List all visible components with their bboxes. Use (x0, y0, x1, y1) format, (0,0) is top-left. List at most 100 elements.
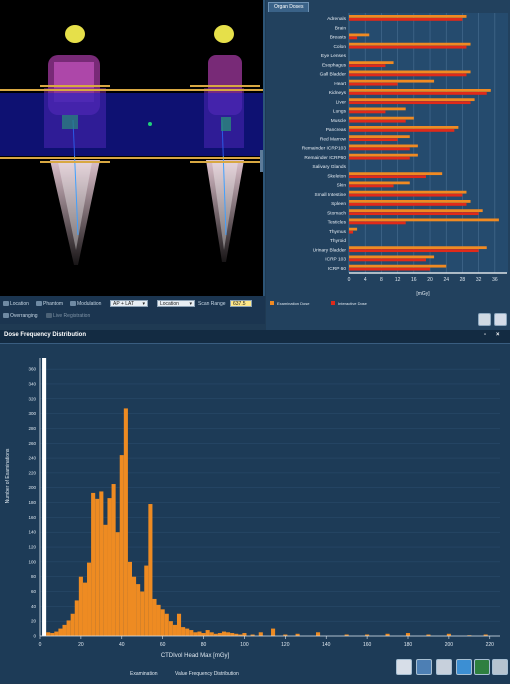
location-toggle[interactable]: Location (3, 301, 29, 307)
hist-bar (99, 491, 104, 636)
interactive-dose-bar (349, 147, 410, 151)
modulation-icon (70, 301, 76, 307)
hist-bar (119, 455, 124, 636)
interactive-dose-bar (349, 221, 406, 225)
modulation-toggle[interactable]: Modulation (70, 301, 101, 307)
scan-range-input[interactable]: 637.5 (230, 300, 252, 307)
exam-dose-bar (349, 144, 418, 148)
chevron-down-icon: ▾ (189, 301, 192, 307)
hist-bar (226, 632, 231, 636)
hist-x-tick: 160 (363, 642, 372, 648)
hist-x-tick: 200 (445, 642, 454, 648)
organ-label: Spleen (331, 201, 346, 207)
info-button[interactable] (456, 659, 472, 675)
hist-bar (283, 634, 288, 636)
organ-label: Lungs (333, 109, 347, 115)
organ-label: Skeleton (327, 173, 346, 179)
hist-y-tick: 0 (33, 634, 36, 639)
exam-dose-bar (349, 200, 471, 203)
phantom-image (0, 25, 263, 265)
hist-bar (127, 561, 132, 636)
dose-histogram: 0204060801001201401601802002202402602803… (5, 358, 500, 677)
organ-label: Brain (335, 25, 347, 31)
hist-bar (50, 633, 55, 636)
filter-button[interactable] (416, 659, 432, 675)
export-chart-button[interactable] (494, 313, 507, 326)
organ-x-tick: 16 (411, 277, 417, 283)
exam-dose-bar (349, 218, 499, 222)
hist-bar (172, 624, 177, 636)
interactive-dose-bar (349, 184, 394, 188)
close-window-button[interactable]: × (496, 332, 500, 338)
legend-exam-swatch (270, 301, 274, 305)
restore-window-button[interactable]: ▫ (484, 332, 487, 338)
organ-label: Red Marrow (320, 136, 347, 142)
viewer-toolbar: Location Phantom Modulation AP + LAT ▾ Lo… (0, 296, 265, 324)
organ-label: Remainder ICRP103 (302, 146, 347, 152)
hist-x-tick: 80 (201, 642, 207, 648)
zoom-button[interactable] (474, 659, 490, 675)
hist-x-tick: 220 (486, 642, 495, 648)
exam-dose-bar (349, 42, 471, 46)
hist-y-tick: 340 (28, 381, 36, 386)
hist-bar (213, 633, 218, 636)
hist-bar (217, 633, 222, 636)
interactive-dose-bar (349, 230, 354, 234)
phantom-toggle[interactable]: Phantom (36, 301, 63, 307)
organ-x-tick: 36 (492, 277, 498, 283)
hist-x-tick: 0 (39, 642, 42, 648)
hist-bar (152, 598, 157, 636)
hist-bar (189, 630, 194, 636)
print-button[interactable] (478, 313, 491, 326)
hist-bar (365, 634, 370, 636)
hist-bar (156, 604, 161, 636)
exam-dose-bar (349, 190, 467, 194)
phantom-viewer[interactable] (0, 0, 265, 296)
hist-bar (103, 524, 108, 636)
exam-dose-bar (349, 116, 414, 120)
scan-range-band[interactable] (0, 93, 263, 156)
hist-bar (405, 633, 411, 636)
organ-dose-chart: Adrenals Brain Breasts Colon Eye Lenses Esoph… (270, 13, 508, 306)
chart-type-button[interactable] (436, 659, 452, 675)
exam-dose-bar (349, 79, 435, 83)
hist-bar (115, 532, 120, 636)
hist-y-tick: 120 (28, 545, 36, 550)
organ-label: Kidneys (329, 90, 347, 96)
organ-label: ICRP 60 (328, 266, 346, 272)
hist-bar (111, 484, 116, 636)
exam-dose-bar (349, 135, 410, 139)
hist-bar (42, 358, 47, 636)
interactive-dose-bar (349, 156, 410, 160)
hist-bar (95, 498, 100, 636)
settings-button[interactable] (492, 659, 508, 675)
interactive-dose-bar (349, 138, 398, 142)
interactive-dose-bar (349, 129, 455, 132)
interactive-dose-bar (349, 82, 398, 86)
location-select[interactable]: Location ▾ (157, 300, 195, 307)
hist-x-tick: 40 (119, 642, 125, 648)
hist-bar (193, 632, 198, 636)
save-button[interactable] (396, 659, 412, 675)
overranging-icon (3, 313, 9, 319)
panel-header: Dose Frequency Distribution ▫ × (0, 330, 510, 344)
organ-label: Gall Bladder (320, 72, 347, 78)
interactive-dose-bar (349, 110, 386, 114)
organ-label: Adrenals (327, 16, 347, 22)
overranging-toggle[interactable]: Overranging (3, 313, 38, 319)
view-select[interactable]: AP + LAT ▾ (110, 300, 148, 307)
hist-bar (82, 582, 88, 636)
scan-range-label: Scan Range (198, 301, 226, 307)
hist-y-tick: 280 (28, 426, 36, 431)
organ-x-tick: 28 (460, 277, 466, 283)
live-registration-toggle[interactable]: Live Registration (46, 313, 90, 319)
organ-x-tick: 12 (395, 277, 401, 283)
hist-x-tick: 100 (240, 642, 249, 648)
hist-bar (230, 633, 235, 636)
hist-bar (483, 634, 488, 636)
hist-bar (271, 628, 276, 636)
hist-bar (446, 633, 451, 636)
organ-label: Pancreas (326, 127, 347, 133)
footer-right: Value Frequency Distribution (175, 671, 239, 677)
tab-organ-doses[interactable]: Organ Doses (268, 2, 310, 12)
